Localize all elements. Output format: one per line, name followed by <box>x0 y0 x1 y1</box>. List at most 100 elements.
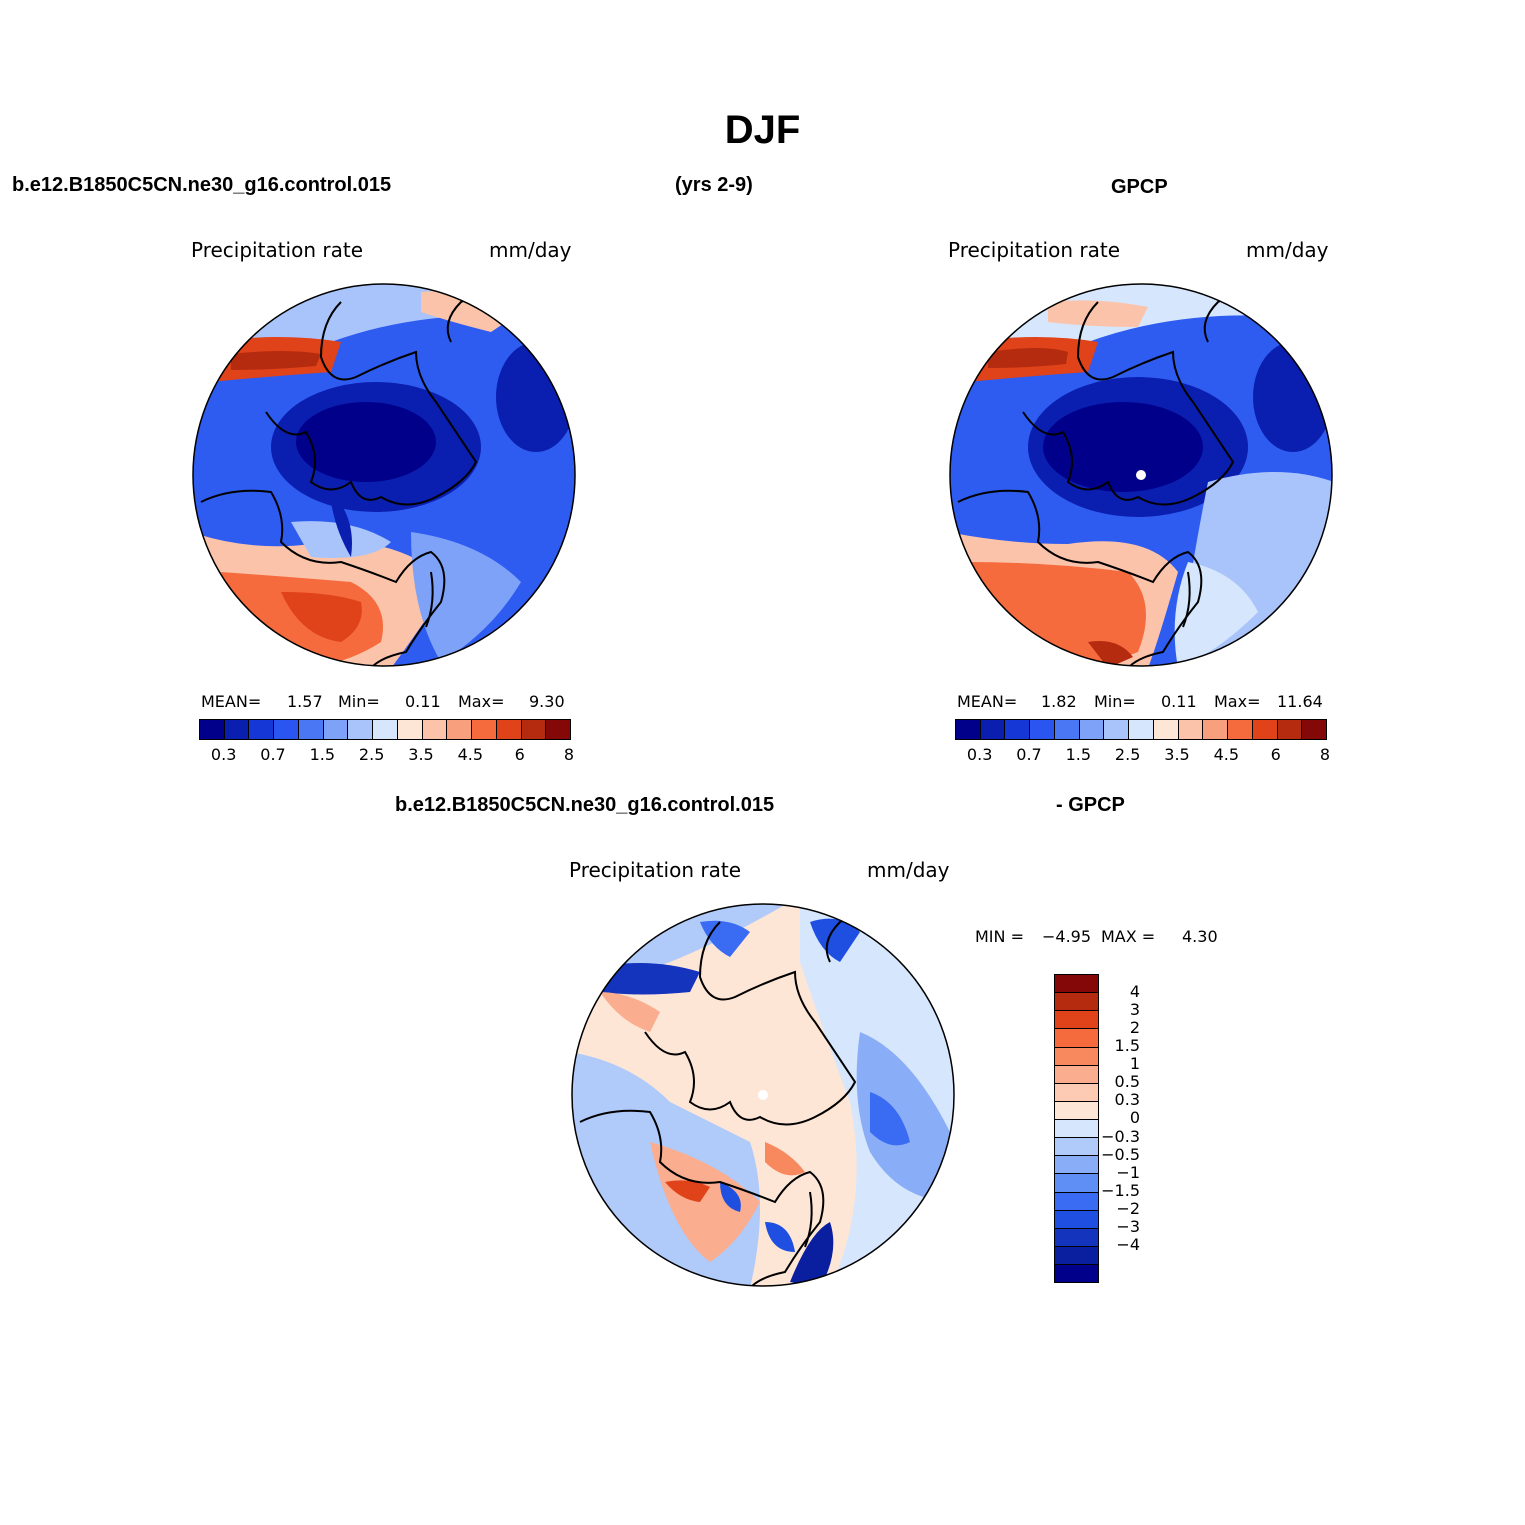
obs-max-label: Max= <box>1214 692 1261 711</box>
colorbar-box <box>1055 1083 1098 1102</box>
colorbar-box <box>546 720 571 739</box>
colorbar-tick-label: 6 <box>1270 745 1281 764</box>
diff-polar-map <box>571 903 955 1287</box>
obs-mean-value: 1.82 <box>1041 692 1077 711</box>
colorbar-box <box>1055 993 1098 1012</box>
obs-min-label: Min= <box>1094 692 1136 711</box>
case-label-bottom: b.e12.B1850C5CN.ne30_g16.control.015 <box>395 794 775 816</box>
colorbar-tick-label: 3.5 <box>408 745 434 764</box>
colorbar-tick-label: 8 <box>563 745 575 764</box>
colorbar-box <box>496 720 522 739</box>
colorbar-box <box>1055 1065 1098 1084</box>
colorbar-tick-label: 1.5 <box>309 745 336 764</box>
colorbar-box <box>1277 720 1303 739</box>
colorbar-tick-label: 0.3 <box>966 745 993 764</box>
colorbar-tick-label: −0.3 <box>1101 1126 1140 1146</box>
colorbar-box <box>1055 1265 1098 1283</box>
colorbar-box <box>1055 1101 1098 1120</box>
model-variable-label: Precipitation rate <box>191 238 363 262</box>
colorbar-tick-label: 8 <box>1319 745 1331 764</box>
colorbar-tick-label: 0.7 <box>260 745 286 764</box>
colorbar-box <box>1302 720 1327 739</box>
colorbar-tick-label: −4 <box>1116 1234 1140 1254</box>
colorbar-box <box>1055 1174 1098 1193</box>
colorbar-box <box>1055 1210 1098 1229</box>
colorbar-box <box>1079 720 1105 739</box>
obs-colorbar <box>955 719 1327 740</box>
colorbar-box <box>1055 1192 1098 1211</box>
model-polar-map <box>192 283 576 667</box>
colorbar-tick-label: 1.5 <box>1065 745 1092 764</box>
colorbar-tick-label: 2 <box>1129 1018 1140 1038</box>
colorbar-box <box>397 720 423 739</box>
colorbar-box <box>200 720 225 739</box>
colorbar-tick-label: −1 <box>1116 1162 1140 1182</box>
obs-polar-map <box>949 283 1333 667</box>
colorbar-tick-label: 0.3 <box>1114 1090 1140 1110</box>
colorbar-tick-label: 1.5 <box>1114 1036 1140 1056</box>
model-min-value: 0.11 <box>405 692 441 711</box>
colorbar-box <box>1055 1228 1098 1247</box>
colorbar-tick-label: 1 <box>1129 1054 1140 1074</box>
colorbar-box <box>1055 975 1098 994</box>
colorbar-box <box>1055 1156 1098 1175</box>
obs-mean-label: MEAN= <box>957 692 1018 711</box>
colorbar-box <box>1104 720 1130 739</box>
colorbar-box <box>1054 720 1080 739</box>
colorbar-box <box>1055 1246 1098 1265</box>
colorbar-box <box>1055 1120 1098 1139</box>
colorbar-box <box>1005 720 1031 739</box>
colorbar-box <box>1252 720 1278 739</box>
colorbar-box <box>980 720 1006 739</box>
diff-max-label: MAX = <box>1101 927 1156 946</box>
diff-min-value: −4.95 <box>1042 927 1092 946</box>
colorbar-box <box>1228 720 1253 739</box>
colorbar-box <box>1153 720 1179 739</box>
diff-variable-label: Precipitation rate <box>569 858 741 882</box>
colorbar-tick-label: 0.5 <box>1114 1072 1140 1092</box>
obs-max-value: 11.64 <box>1277 692 1323 711</box>
colorbar-tick-label: 0 <box>1129 1108 1140 1128</box>
colorbar-tick-label: 0.7 <box>1016 745 1042 764</box>
colorbar-tick-label: 4.5 <box>1213 745 1240 764</box>
colorbar-box <box>447 720 473 739</box>
colorbar-box <box>1055 1011 1098 1030</box>
model-mean-label: MEAN= <box>201 692 262 711</box>
years-label: (yrs 2-9) <box>675 174 753 196</box>
colorbar-box <box>224 720 250 739</box>
model-mean-value: 1.57 <box>287 692 323 711</box>
obs-min-value: 0.11 <box>1161 692 1197 711</box>
colorbar-tick-label: 6 <box>514 745 525 764</box>
colorbar-tick-label: 3.5 <box>1164 745 1190 764</box>
colorbar-box <box>1055 1029 1098 1048</box>
obs-variable-label: Precipitation rate <box>948 238 1120 262</box>
colorbar-box <box>1055 1047 1098 1066</box>
colorbar-tick-label: 2.5 <box>358 745 385 764</box>
colorbar-box <box>348 720 374 739</box>
colorbar-tick-label: 0.3 <box>210 745 237 764</box>
model-max-value: 9.30 <box>529 692 565 711</box>
colorbar-box <box>1129 720 1154 739</box>
model-units-label: mm/day <box>489 238 572 262</box>
colorbar-box <box>249 720 275 739</box>
colorbar-box <box>1055 1138 1098 1157</box>
model-min-label: Min= <box>338 692 380 711</box>
diff-min-label: MIN = <box>975 927 1024 946</box>
colorbar-tick-label: −2 <box>1116 1198 1140 1218</box>
colorbar-tick-label: −1.5 <box>1101 1180 1140 1200</box>
obs-units-label: mm/day <box>1246 238 1329 262</box>
obs-label-bottom: - GPCP <box>1056 794 1125 816</box>
colorbar-box <box>373 720 398 739</box>
colorbar-tick-label: 4.5 <box>457 745 484 764</box>
model-max-label: Max= <box>458 692 505 711</box>
colorbar-box <box>274 720 299 739</box>
case-label-top: b.e12.B1850C5CN.ne30_g16.control.015 <box>12 174 392 196</box>
colorbar-tick-label: 3 <box>1129 1000 1140 1020</box>
colorbar-box <box>422 720 448 739</box>
colorbar-box <box>1203 720 1229 739</box>
colorbar-tick-label: −3 <box>1116 1216 1140 1236</box>
model-colorbar <box>199 719 571 740</box>
colorbar-box <box>956 720 981 739</box>
colorbar-box <box>521 720 547 739</box>
colorbar-box <box>323 720 349 739</box>
